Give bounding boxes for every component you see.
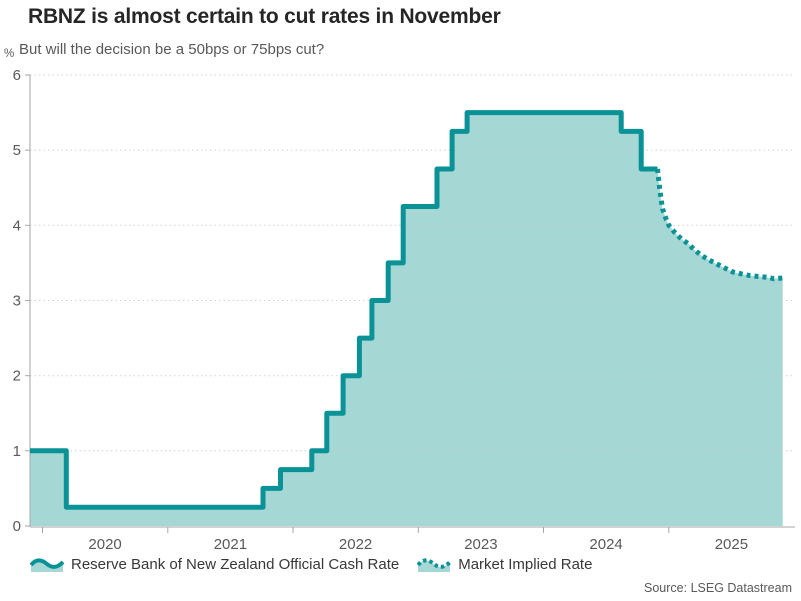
chart-legend: Reserve Bank of New Zealand Official Cas…: [30, 556, 592, 573]
source-attribution: Source: LSEG Datastream: [644, 581, 792, 595]
dotted-wave-legend-icon: [417, 558, 452, 572]
x-axis-tick-label: 2020: [88, 536, 121, 553]
legend-item-market-implied-rate: Market Implied Rate: [417, 556, 592, 573]
y-axis-tick-label: 3: [13, 293, 21, 310]
official-cash-rate-line: [30, 110, 658, 510]
x-axis-tick-label: 2022: [339, 536, 372, 553]
chart-subtitle: But will the decision be a 50bps or 75bp…: [19, 41, 325, 58]
market-implied-area: [657, 169, 783, 526]
legend-item-official-cash-rate: Reserve Bank of New Zealand Official Cas…: [30, 556, 399, 573]
x-axis-tick-label: 2025: [715, 536, 748, 553]
y-axis-tick-label: 0: [13, 518, 21, 535]
chart-title: RBNZ is almost certain to cut rates in N…: [28, 5, 501, 28]
legend-label-official-cash-rate: Reserve Bank of New Zealand Official Cas…: [71, 556, 400, 573]
solid-wave-legend-icon: [30, 558, 64, 572]
x-axis-tick-label: 2024: [589, 536, 622, 553]
market-implied-dotted-line: [655, 168, 783, 282]
y-axis-tick-label: 6: [13, 67, 21, 84]
legend-label-market-implied-rate: Market Implied Rate: [458, 556, 593, 573]
y-axis-tick-label: 5: [13, 142, 21, 159]
official-cash-rate-area: [30, 112, 658, 526]
x-axis-tick-label: 2021: [214, 536, 247, 553]
y-axis-tick-label: 1: [13, 443, 21, 460]
x-axis-tick-label: 2023: [464, 536, 497, 553]
y-axis-unit-label: %: [4, 48, 15, 60]
y-axis-tick-label: 2: [13, 368, 21, 385]
y-axis-tick-label: 4: [13, 217, 21, 234]
solid-wave-legend-icon-line: [30, 558, 64, 569]
